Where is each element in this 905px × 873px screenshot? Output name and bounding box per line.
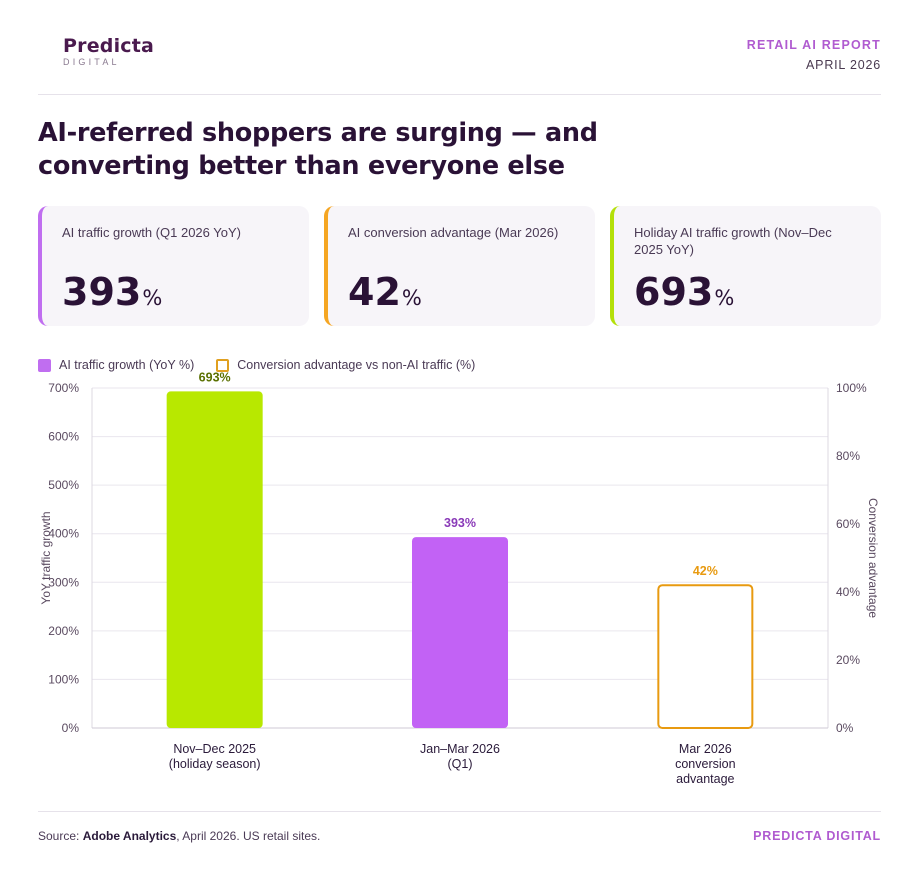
y-tick-label: 300% xyxy=(48,575,79,589)
kpi-card-holiday: Holiday AI traffic growth (Nov–Dec 2025 … xyxy=(610,206,881,326)
legend-item-ai-traffic[interactable]: AI traffic growth (YoY %) xyxy=(38,358,194,372)
x-tick-label: (holiday season) xyxy=(169,757,261,771)
data-label: 393% xyxy=(444,516,476,530)
source-rest: , April 2026. US retail sites. xyxy=(176,829,321,843)
legend-item-conversion[interactable]: Conversion advantage vs non-AI traffic (… xyxy=(216,358,475,372)
y-tick-label: 100% xyxy=(48,672,79,686)
bar-conversion-advantage xyxy=(657,584,754,730)
kpi-card-ai-traffic: AI traffic growth (Q1 2026 YoY) 393% xyxy=(38,206,309,326)
report-date: APRIL 2026 xyxy=(806,58,881,72)
report-label: RETAIL AI REPORT xyxy=(746,38,881,52)
page-title: AI-referred shoppers are surging — and c… xyxy=(38,118,598,181)
y-right-axis-title: Conversion advantage xyxy=(866,498,880,618)
y-tick-label: 700% xyxy=(48,381,79,395)
legend-swatch-outline xyxy=(216,358,230,372)
footer-divider xyxy=(38,811,881,812)
header-divider xyxy=(38,94,881,95)
kpi-unit: % xyxy=(714,286,735,310)
kpi-value: 42% xyxy=(348,270,422,320)
x-tick-label: conversion xyxy=(675,757,735,771)
logo-subtitle: DIGITAL xyxy=(63,57,120,67)
y-right-tick-label: 0% xyxy=(836,721,854,735)
kpi-label: AI traffic growth (Q1 2026 YoY) xyxy=(62,225,241,240)
data-label: 42% xyxy=(693,564,718,578)
kpi-value: 393% xyxy=(62,270,162,320)
y-right-tick-label: 100% xyxy=(836,381,867,395)
brand-logo: Predicta DIGITAL xyxy=(63,36,154,67)
logo-wordmark: Predicta xyxy=(63,35,155,57)
y-tick-label: 400% xyxy=(48,527,79,541)
kpi-number: 693 xyxy=(634,270,714,314)
y-axis-title: YoY traffic growth xyxy=(39,511,53,604)
y-right-tick-label: 60% xyxy=(836,517,860,531)
kpi-value: 693% xyxy=(634,270,734,320)
footer-brand: PREDICTA DIGITAL xyxy=(753,829,881,843)
y-tick-label: 500% xyxy=(48,478,79,492)
bar-ai-traffic xyxy=(166,391,263,728)
source-prefix: Source: xyxy=(38,829,83,843)
kpi-card-conversion: AI conversion advantage (Mar 2026) 42% xyxy=(324,206,595,326)
legend-label: AI traffic growth (YoY %) xyxy=(59,358,195,372)
x-tick-label: advantage xyxy=(676,772,734,786)
x-tick-label: Nov–Dec 2025 xyxy=(173,742,256,756)
y-tick-label: 600% xyxy=(48,430,79,444)
kpi-label: Holiday AI traffic growth (Nov–Dec 2025 … xyxy=(634,225,832,257)
source-name: Adobe Analytics xyxy=(82,829,177,843)
chart-legend: AI traffic growth (YoY %) Conversion adv… xyxy=(38,358,497,372)
y-tick-label: 200% xyxy=(48,624,79,638)
data-label: 693% xyxy=(199,370,231,384)
source-note: Source: Adobe Analytics, April 2026. US … xyxy=(38,829,320,843)
y-right-tick-label: 40% xyxy=(836,585,860,599)
legend-swatch-filled xyxy=(38,358,51,372)
y-tick-label: 0% xyxy=(62,721,80,735)
y-right-tick-label: 20% xyxy=(836,653,860,667)
x-tick-label: (Q1) xyxy=(448,757,473,771)
y-right-tick-label: 80% xyxy=(836,449,860,463)
kpi-unit: % xyxy=(142,286,163,310)
kpi-number: 393 xyxy=(62,270,142,314)
kpi-label: AI conversion advantage (Mar 2026) xyxy=(348,225,559,240)
legend-label: Conversion advantage vs non-AI traffic (… xyxy=(237,358,476,372)
x-tick-label: Mar 2026 xyxy=(679,742,732,756)
kpi-number: 42 xyxy=(348,270,401,314)
bar-ai-traffic xyxy=(412,537,508,728)
kpi-unit: % xyxy=(401,286,422,310)
x-tick-label: Jan–Mar 2026 xyxy=(420,742,500,756)
